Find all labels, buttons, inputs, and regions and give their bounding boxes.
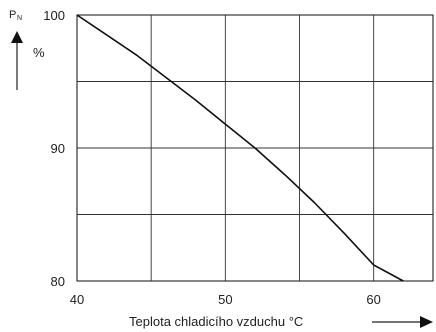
x-axis-label: Teplota chladicího vzduchu °C bbox=[129, 314, 303, 329]
y-tick-label-80: 80 bbox=[51, 274, 65, 289]
plot-frame bbox=[76, 14, 434, 282]
y-tick-labels: 80 90 100 bbox=[43, 8, 65, 289]
x-tick-label-60: 60 bbox=[366, 292, 380, 307]
x-tick-label-40: 40 bbox=[70, 292, 84, 307]
y-axis-symbol-subscript: N bbox=[17, 15, 22, 22]
y-axis-unit: % bbox=[33, 45, 45, 60]
series-line-layer bbox=[76, 14, 404, 282]
axes bbox=[76, 14, 434, 282]
series-line-0 bbox=[76, 14, 404, 282]
y-axis-arrow-icon bbox=[11, 31, 23, 90]
x-axis-arrow-icon bbox=[372, 316, 433, 328]
x-tick-label-50: 50 bbox=[218, 292, 232, 307]
y-axis-symbol: P bbox=[9, 9, 16, 21]
x-tick-labels: 40 50 60 bbox=[70, 292, 381, 307]
y-tick-label-100: 100 bbox=[43, 8, 65, 23]
y-tick-label-90: 90 bbox=[51, 141, 65, 156]
